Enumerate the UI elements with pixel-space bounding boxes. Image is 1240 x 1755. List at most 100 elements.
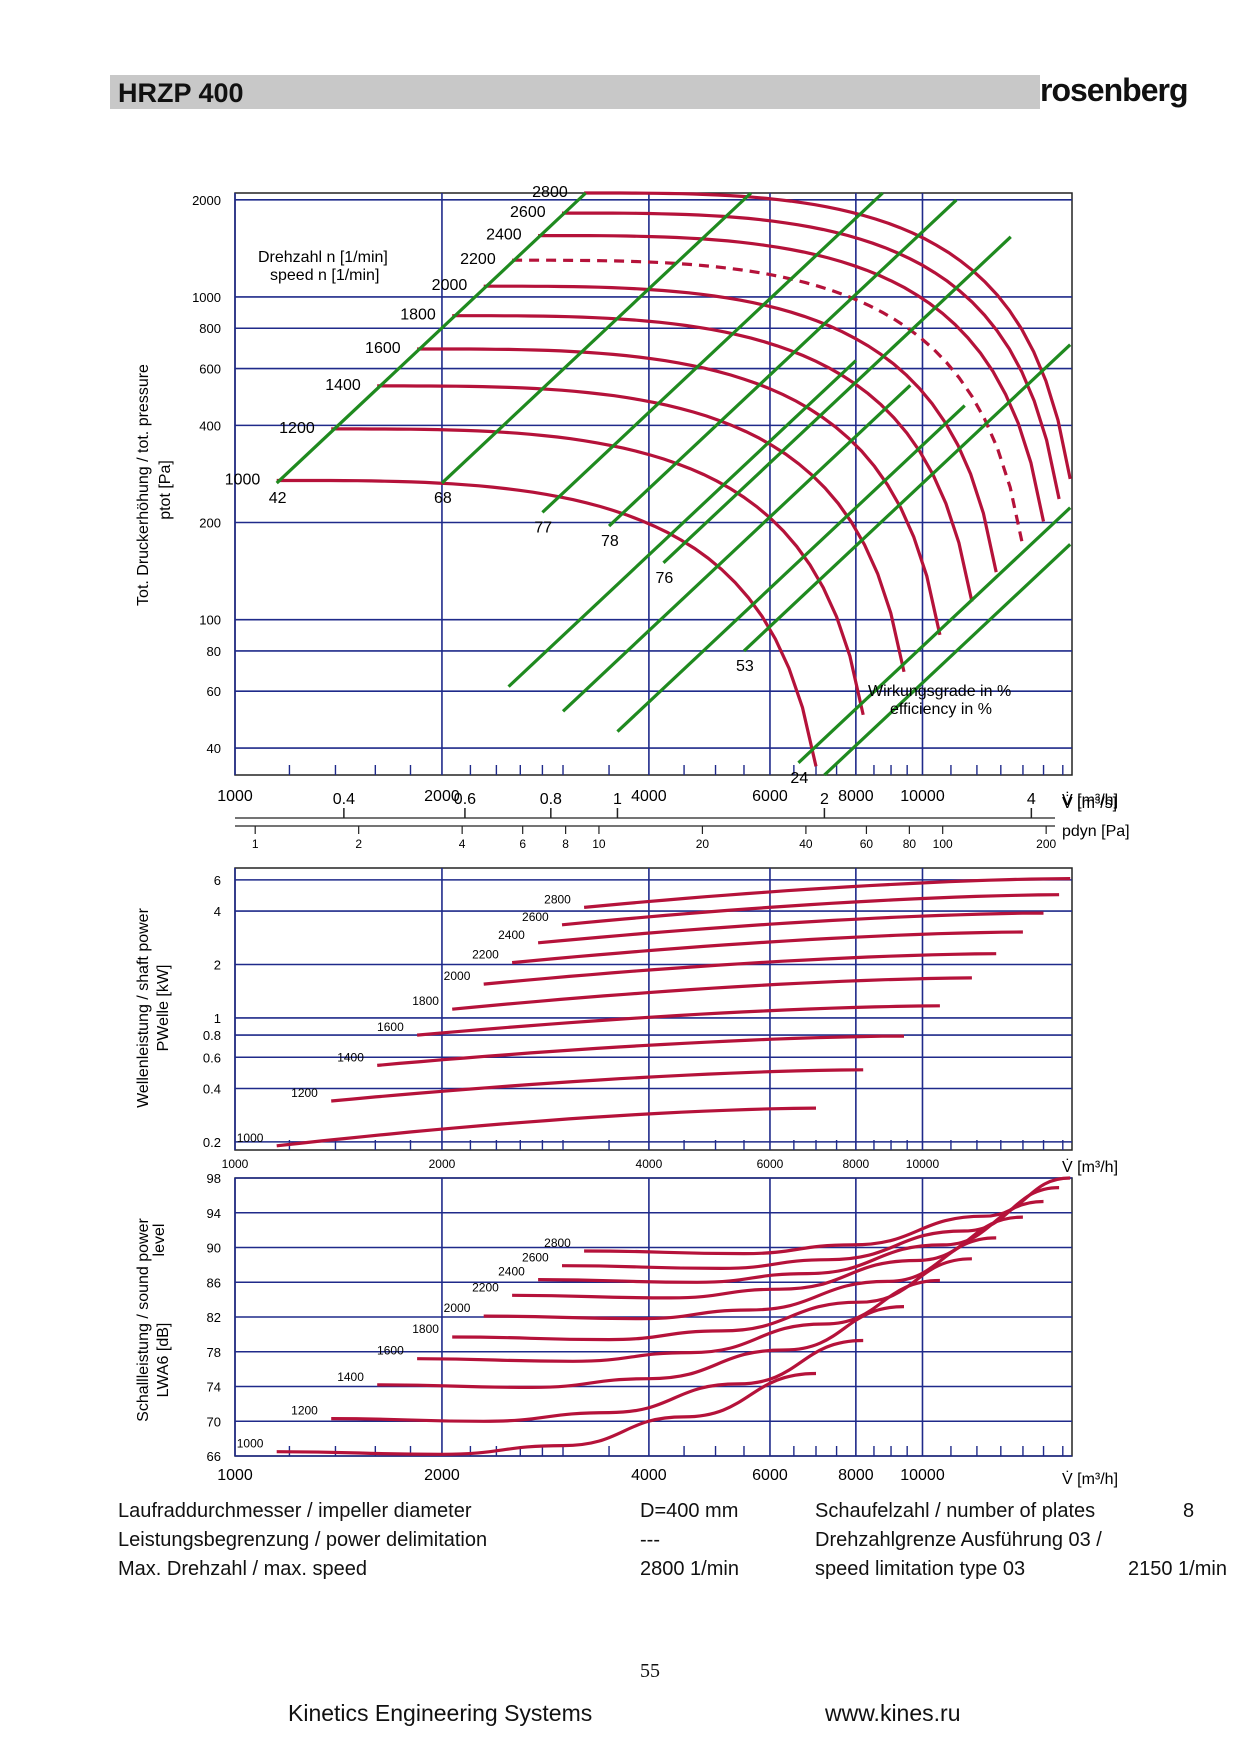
power-xtick-label: 6000 <box>757 1157 784 1171</box>
sound-curve-2600 <box>561 1186 1060 1271</box>
sound-curve-label: 1000 <box>237 1437 264 1451</box>
power-curve-1600 <box>416 1004 940 1037</box>
axis-pdyn-label: 8 <box>562 837 569 851</box>
sound-curve-2400 <box>538 1199 1044 1284</box>
fan-performance-charts: 4060801002004006008001000200010001200140… <box>135 184 1130 1488</box>
pressure-curve-label: 1600 <box>365 340 401 357</box>
power-curve-label: 2000 <box>444 969 471 983</box>
sound-ytick-label: 74 <box>207 1380 221 1395</box>
efficiency-line <box>541 191 884 514</box>
power-curve-label: 1800 <box>412 994 439 1008</box>
efficiency-label: 42 <box>269 490 287 507</box>
spec-label-impeller: Laufraddurchmesser / impeller diameter <box>118 1500 472 1522</box>
sound-xtick-label: 10000 <box>900 1467 945 1484</box>
power-xtick-label: 2000 <box>429 1157 456 1171</box>
sound-ytick-label: 70 <box>207 1414 221 1429</box>
axis-pdyn-label: 20 <box>696 837 710 851</box>
axis-pdyn-label: 6 <box>519 837 526 851</box>
pressure-xlabel: V̇ [m³/h] <box>1062 791 1118 809</box>
axis-m3s-label: 0.6 <box>454 791 476 808</box>
sound-curve-2200 <box>512 1215 1023 1300</box>
axis-pdyn-label: 10 <box>592 837 606 851</box>
pressure-curve-2200 <box>512 258 1025 547</box>
power-curve-2800 <box>583 877 1071 909</box>
spec-value-power: --- <box>640 1529 660 1551</box>
axis-pdyn-label: 200 <box>1036 837 1056 851</box>
axis-pdyn-label: 60 <box>860 837 874 851</box>
power-curve-2400 <box>537 911 1044 945</box>
power-ytick-label: 2 <box>214 958 221 973</box>
pressure-ytick-label: 100 <box>199 613 221 628</box>
power-curve-2200 <box>511 930 1023 965</box>
power-curve-label: 2800 <box>544 892 571 906</box>
power-curve-1400 <box>377 1034 905 1067</box>
pressure-curve-label: 2000 <box>432 277 468 294</box>
pressure-curve-1400 <box>377 384 906 673</box>
efficiency-label: 53 <box>736 658 754 675</box>
power-xtick-label: 10000 <box>906 1157 940 1171</box>
pressure-ytick-label: 1000 <box>192 290 221 305</box>
axis-pdyn-label: 40 <box>799 837 813 851</box>
power-ytick-label: 0.4 <box>203 1081 221 1096</box>
power-curve-label: 2600 <box>522 910 549 924</box>
spec-value-maxspeed: 2800 1/min <box>640 1558 739 1580</box>
pressure-xtick-label: 4000 <box>631 788 667 805</box>
efficiency-line <box>607 198 958 528</box>
efficiency-label: 77 <box>534 519 552 536</box>
power-xtick-label: 8000 <box>843 1157 870 1171</box>
efficiency-line <box>797 506 1072 764</box>
brand-logo: rosenberg <box>1040 72 1188 108</box>
efficiency-line <box>616 404 966 733</box>
footer-url: www.kines.ru <box>825 1700 961 1726</box>
power-ytick-label: 0.6 <box>203 1050 221 1065</box>
sound-curve-1800 <box>452 1257 972 1342</box>
sound-curve-label: 1200 <box>291 1404 318 1418</box>
sound-ylabel-unit: LWA6 [dB] <box>155 1323 172 1398</box>
pressure-curve-label: 1400 <box>325 377 361 394</box>
axis-pdyn-label: 100 <box>933 837 953 851</box>
power-curve-label: 1400 <box>337 1050 364 1064</box>
sound-curve-1000 <box>276 1371 817 1456</box>
axis-pdyn-title: pdyn [Pa] <box>1062 823 1130 840</box>
speed-legend-line1: Drehzahl n [1/min] <box>258 249 388 266</box>
power-curve-2600 <box>561 893 1060 927</box>
pressure-curve-label: 2800 <box>532 184 568 201</box>
power-curve-label: 2400 <box>498 928 525 942</box>
pressure-xtick-label: 6000 <box>752 788 788 805</box>
pressure-ytick-label: 600 <box>199 362 221 377</box>
axis-m3s-label: 0.4 <box>333 791 355 808</box>
pressure-ytick-label: 40 <box>207 741 221 756</box>
power-xtick-label: 1000 <box>222 1157 249 1171</box>
sound-curve-label: 2400 <box>498 1265 525 1279</box>
efficiency-legend-line2: efficiency in % <box>890 701 992 718</box>
sound-curve-1600 <box>417 1278 940 1363</box>
pressure-curve-label: 2600 <box>510 204 546 221</box>
power-ytick-label: 6 <box>214 873 221 888</box>
power-curve-1000 <box>276 1106 817 1148</box>
efficiency-label: 76 <box>655 570 673 587</box>
power-curve-label: 1600 <box>377 1020 404 1034</box>
spec-label-maxspeed: Max. Drehzahl / max. speed <box>118 1558 367 1580</box>
pressure-ytick-label: 400 <box>199 418 221 433</box>
efficiency-line <box>662 235 1012 564</box>
sound-curve-label: 2600 <box>522 1251 549 1265</box>
pressure-curve-label: 1800 <box>400 307 436 324</box>
sound-ytick-label: 94 <box>207 1206 221 1221</box>
power-ytick-label: 0.8 <box>203 1028 221 1043</box>
axis-pdyn-label: 2 <box>355 837 362 851</box>
axis-pdyn-label: 1 <box>252 837 259 851</box>
sound-curve-1400 <box>377 1305 905 1390</box>
power-ytick-label: 4 <box>214 904 221 919</box>
spec-value-impeller: D=400 mm <box>640 1500 739 1522</box>
page-title: HRZP 400 <box>118 78 244 108</box>
power-plot-frame <box>234 867 1073 1151</box>
power-xtick-label: 4000 <box>636 1157 663 1171</box>
sound-ytick-label: 90 <box>207 1241 221 1256</box>
power-curve-2000 <box>483 952 997 986</box>
sound-xtick-label: 1000 <box>217 1467 253 1484</box>
pressure-curve-1000 <box>276 478 818 767</box>
power-ylabel-unit: PWelle [kW] <box>155 965 172 1052</box>
pressure-ytick-label: 60 <box>207 684 221 699</box>
pressure-curve-label: 1000 <box>225 471 261 488</box>
efficiency-label: 24 <box>790 770 808 787</box>
